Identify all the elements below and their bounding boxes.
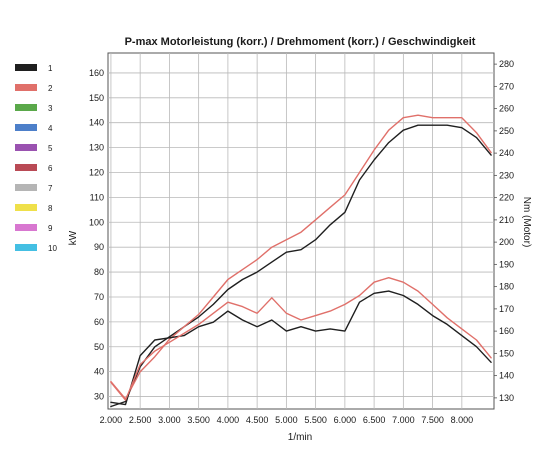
x-tick-label: 3.500	[187, 415, 210, 425]
legend-label: 7	[48, 184, 53, 193]
x-tick-label: 6.000	[334, 415, 357, 425]
legend-label: 5	[48, 144, 53, 153]
y-left-tick-label: 110	[90, 192, 104, 202]
x-tick-label: 8.000	[451, 415, 474, 425]
y-left-tick-label: 120	[89, 167, 104, 177]
x-tick-label: 2.000	[100, 415, 123, 425]
y-left-tick-label: 60	[94, 317, 104, 327]
y-right-tick-label: 220	[499, 193, 514, 203]
legend-swatch	[15, 184, 37, 191]
legend-label: 4	[48, 124, 53, 133]
legend-swatch	[15, 244, 37, 251]
y-left-tick-label: 30	[94, 392, 104, 402]
legend: 1 2 3 4 5 6 7 8 9 10	[15, 64, 57, 253]
y-right-tick-label: 240	[499, 148, 514, 158]
y-left-tick-label: 90	[94, 242, 104, 252]
y-left-tick-label: 140	[89, 118, 104, 128]
x-tick-label: 3.000	[158, 415, 181, 425]
legend-swatch	[15, 164, 37, 171]
y-left-tick-label: 70	[94, 292, 104, 302]
y-right-tick-label: 180	[499, 282, 514, 292]
legend-label: 2	[48, 84, 53, 93]
x-tick-label: 5.000	[275, 415, 298, 425]
legend-swatch	[15, 144, 37, 151]
x-tick-label: 7.500	[421, 415, 444, 425]
y-right-tick-label: 130	[499, 393, 514, 403]
x-tick-label: 4.000	[217, 415, 240, 425]
y-left-tick-label: 40	[94, 367, 104, 377]
x-tick-label: 4.500	[246, 415, 269, 425]
y-left-tick-label: 50	[94, 342, 104, 352]
legend-swatch	[15, 84, 37, 91]
legend-label: 1	[48, 64, 53, 73]
x-tick-label: 7.000	[392, 415, 415, 425]
y-left-tick-label: 130	[89, 143, 104, 153]
y-right-tick-label: 260	[499, 104, 514, 114]
legend-swatch	[15, 124, 37, 131]
y-right-tick-label: 170	[499, 304, 514, 314]
legend-swatch	[15, 64, 37, 71]
legend-label: 9	[48, 224, 53, 233]
series-line-2-torque	[110, 277, 492, 401]
y-right-tick-label: 280	[499, 59, 514, 69]
series-line-1-torque	[110, 290, 492, 406]
y-right-tick-label: 140	[499, 371, 514, 381]
y-right-tick-label: 150	[499, 348, 514, 358]
y-left-tick-label: 150	[89, 93, 104, 103]
x-tick-label: 5.500	[304, 415, 327, 425]
y-left-tick-label: 80	[94, 267, 104, 277]
legend-label: 8	[48, 204, 53, 213]
axes: 2.000 2.500 3.000 3.500 4.000 4.500 5.000 5.500…	[89, 59, 514, 425]
series-lines	[110, 114, 492, 408]
y-axis-left-label: kW	[68, 230, 79, 245]
legend-swatch	[15, 204, 37, 211]
y-right-tick-label: 270	[499, 81, 514, 91]
legend-label: 10	[48, 244, 57, 253]
y-left-tick-label: 100	[89, 217, 104, 227]
x-tick-label: 6.500	[363, 415, 386, 425]
y-right-tick-label: 160	[499, 326, 514, 336]
y-left-tick-label: 160	[89, 68, 104, 78]
legend-label: 3	[48, 104, 53, 113]
y-right-tick-label: 190	[499, 259, 514, 269]
legend-swatch	[15, 224, 37, 231]
y-axis-right-label: Nm (Motor)	[521, 197, 532, 248]
x-tick-label: 2.500	[129, 415, 152, 425]
series-line-1-power	[110, 124, 492, 408]
plot-frame	[107, 52, 495, 410]
y-right-tick-label: 200	[499, 237, 514, 247]
x-axis-label: 1/min	[288, 432, 312, 443]
y-right-tick-label: 250	[499, 126, 514, 136]
legend-label: 6	[48, 164, 53, 173]
series-line-2-power	[110, 114, 492, 400]
chart-title: P-max Motorleistung (korr.) / Drehmoment…	[125, 36, 476, 48]
legend-swatch	[15, 104, 37, 111]
y-right-tick-label: 210	[499, 215, 514, 225]
y-right-tick-label: 230	[499, 170, 514, 180]
grid	[107, 52, 495, 410]
